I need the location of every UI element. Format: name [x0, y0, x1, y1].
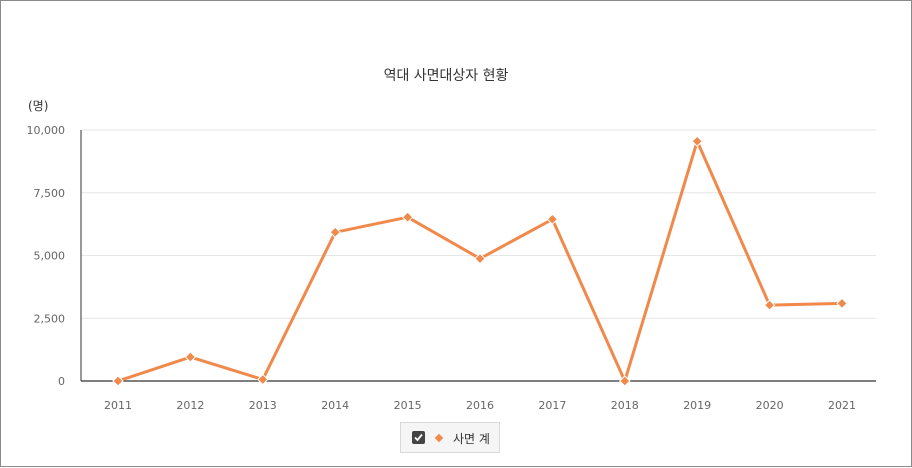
- data-point: [112, 375, 124, 387]
- x-tick-label: 2017: [538, 399, 566, 412]
- legend-checkbox[interactable]: [412, 431, 425, 444]
- x-tick-label: 2014: [321, 399, 349, 412]
- x-tick-label: 2015: [394, 399, 422, 412]
- y-tick-label: 2,500: [34, 312, 66, 325]
- x-tick-label: 2011: [104, 399, 132, 412]
- data-point: [763, 299, 776, 311]
- legend[interactable]: 사면 계: [400, 422, 500, 453]
- y-axis-unit-label: (명): [28, 99, 49, 113]
- data-point: [184, 351, 197, 363]
- x-tick-label: 2020: [756, 399, 784, 412]
- x-tick-label: 2018: [611, 399, 639, 412]
- x-tick-label: 2013: [249, 399, 277, 412]
- chart-title: 역대 사면대상자 현황: [383, 68, 509, 84]
- y-tick-label: 10,000: [27, 124, 66, 137]
- diamond-marker-icon: [434, 433, 444, 443]
- y-tick-label: 0: [58, 375, 65, 388]
- data-point: [474, 252, 486, 265]
- data-point: [619, 375, 631, 387]
- data-point: [836, 297, 848, 310]
- data-point: [329, 226, 341, 238]
- x-tick-label: 2016: [466, 399, 494, 412]
- data-point: [401, 211, 414, 223]
- check-icon: [414, 433, 423, 442]
- y-tick-label: 7,500: [34, 187, 66, 200]
- x-tick-label: 2012: [176, 399, 204, 412]
- y-tick-label: 5,000: [34, 250, 66, 263]
- legend-series-label: 사면 계: [453, 432, 490, 446]
- x-tick-label: 2021: [828, 399, 856, 412]
- data-point: [691, 135, 703, 147]
- x-tick-label: 2019: [683, 399, 711, 412]
- data-point: [257, 373, 269, 386]
- data-point: [546, 213, 559, 225]
